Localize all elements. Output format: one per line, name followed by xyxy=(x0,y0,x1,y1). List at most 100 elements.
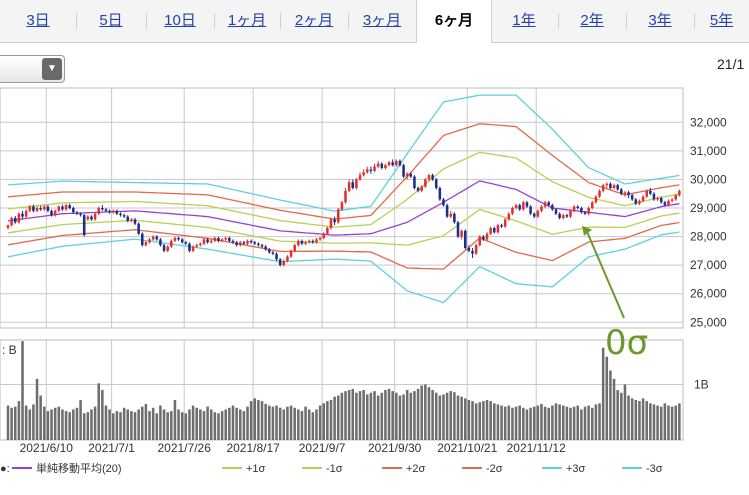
candle-body xyxy=(460,230,463,237)
candle-body xyxy=(151,236,155,240)
tab-separator xyxy=(280,13,281,29)
tab-1年[interactable]: 1年 xyxy=(512,12,536,29)
volume-bar xyxy=(540,403,543,440)
volume-bar xyxy=(511,407,514,440)
tab-separator xyxy=(348,13,349,29)
volume-bar xyxy=(322,403,325,440)
candle-body xyxy=(79,213,82,216)
volume-bar xyxy=(286,406,289,440)
candle-body xyxy=(326,228,329,234)
candle-body xyxy=(467,248,471,251)
candle-body xyxy=(645,190,648,197)
volume-bar xyxy=(358,391,362,440)
volume-bar xyxy=(122,407,126,440)
candle-body xyxy=(57,206,61,211)
candle-body xyxy=(387,162,391,166)
candle-body xyxy=(35,208,39,211)
candle-body xyxy=(61,206,64,210)
tab-2年[interactable]: 2年 xyxy=(580,12,604,29)
candle-body xyxy=(68,205,71,208)
candle-body xyxy=(485,233,489,240)
volume-bar xyxy=(645,401,648,440)
tab-10日[interactable]: 10日 xyxy=(164,12,196,29)
tab-separator xyxy=(694,13,695,29)
volume-bar xyxy=(155,413,159,440)
tab-5日[interactable]: 5日 xyxy=(99,12,123,29)
candle-body xyxy=(474,245,478,254)
volume-bar xyxy=(177,409,180,440)
tab-2ヶ月[interactable]: 2ヶ月 xyxy=(294,12,334,29)
candle-body xyxy=(529,206,532,214)
volume-bar xyxy=(130,411,133,440)
candle-body xyxy=(431,175,434,180)
tab-3ヶ月[interactable]: 3ヶ月 xyxy=(362,12,402,29)
candle-body xyxy=(311,240,315,243)
volume-bar xyxy=(536,405,540,440)
candle-body xyxy=(427,175,431,180)
volume-bar xyxy=(278,407,282,440)
volume-bar xyxy=(416,388,420,440)
candle-body xyxy=(674,195,678,200)
tab-5年[interactable]: 5年 xyxy=(709,12,734,29)
volume-bar xyxy=(82,413,86,440)
volume-bar xyxy=(238,409,242,440)
volume-bar xyxy=(209,409,213,440)
volume-bar xyxy=(482,401,485,440)
volume-bar xyxy=(119,412,122,440)
candle-body xyxy=(569,210,572,217)
candle-body xyxy=(478,236,482,246)
candle-body xyxy=(391,162,394,166)
candle-body xyxy=(231,240,235,243)
candle-body xyxy=(148,239,151,243)
candle-body xyxy=(514,205,518,208)
candle-body xyxy=(228,238,231,241)
candle-body xyxy=(141,233,144,246)
candle-body xyxy=(384,165,387,168)
tab-6ヶ月[interactable]: 6ヶ月 xyxy=(416,0,492,43)
volume-bar xyxy=(326,401,329,440)
volume-bar xyxy=(151,407,155,440)
volume-bar xyxy=(569,407,572,440)
candle-body xyxy=(72,208,75,213)
date-tick-label: 2021/9/30 xyxy=(368,441,422,455)
legend-prefix: ●: xyxy=(0,463,10,475)
legend-label: 単純移動平均(20) xyxy=(36,461,122,475)
volume-bar xyxy=(202,411,206,440)
tab-3年[interactable]: 3年 xyxy=(648,12,672,29)
candle-body xyxy=(75,212,79,214)
candle-body xyxy=(656,198,659,200)
candle-body xyxy=(271,252,275,254)
indicator-select[interactable]: ▼ xyxy=(0,55,65,83)
date-tick-label: 2021/6/10 xyxy=(20,441,74,455)
volume-bar xyxy=(336,395,340,440)
candle-body xyxy=(402,165,405,177)
candle-body xyxy=(206,239,209,243)
candle-body xyxy=(609,183,612,188)
volume-bar xyxy=(213,412,217,440)
candle-body xyxy=(217,238,220,241)
volume-bar xyxy=(141,406,144,440)
volume-bar xyxy=(32,404,35,440)
tab-3日[interactable]: 3日 xyxy=(26,12,50,29)
volume-bar xyxy=(460,396,463,440)
candle-body xyxy=(358,175,362,180)
volume-bar xyxy=(61,409,64,440)
candle-body xyxy=(667,200,670,206)
chevron-down-icon[interactable]: ▼ xyxy=(42,58,62,80)
volume-bar xyxy=(398,395,402,440)
tab-1ヶ月[interactable]: 1ヶ月 xyxy=(227,12,267,29)
volume-bar xyxy=(50,409,53,440)
candle-body xyxy=(347,182,351,191)
volume-bar xyxy=(231,405,235,440)
candle-body xyxy=(572,206,576,211)
volume-bar xyxy=(591,407,594,440)
candle-body xyxy=(456,222,460,237)
candle-body xyxy=(463,230,467,248)
volume-bar xyxy=(427,387,431,440)
candle-body xyxy=(373,166,376,171)
candle-body xyxy=(663,202,667,206)
candle-body xyxy=(398,160,402,166)
candle-body xyxy=(257,243,260,246)
candle-body xyxy=(329,219,333,228)
volume-bar xyxy=(46,411,50,440)
